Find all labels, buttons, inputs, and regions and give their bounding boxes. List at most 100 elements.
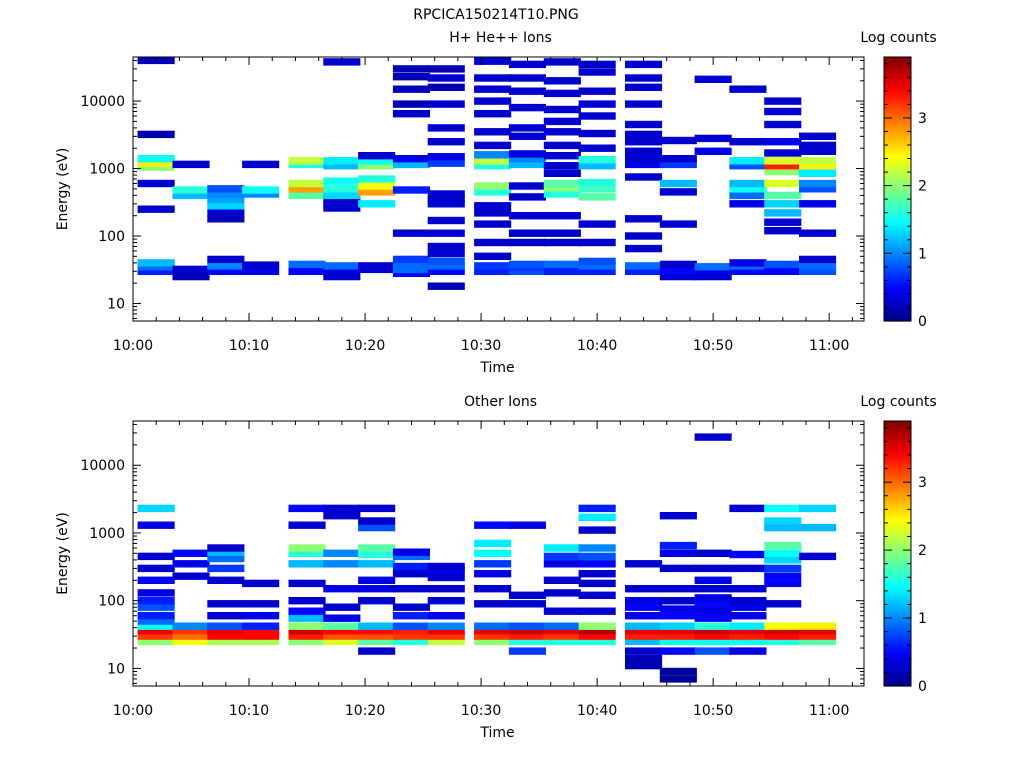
heatmap-cell — [729, 597, 767, 605]
colorbar-segment — [884, 85, 911, 89]
heatmap-cell — [799, 200, 837, 208]
heatmap-cell — [764, 267, 802, 275]
y-tick-label: 10 — [107, 296, 125, 312]
heatmap-cell — [207, 215, 245, 223]
colorbar-segment — [884, 215, 911, 219]
heatmap-cell — [358, 157, 396, 165]
colorbar-segment — [884, 114, 911, 117]
heatmap-cell — [508, 632, 546, 640]
heatmap-cell — [392, 73, 430, 81]
heatmap-cell — [392, 85, 430, 93]
heatmap-cell — [207, 548, 245, 556]
heatmap-cell — [729, 550, 767, 559]
colorbar-segment — [884, 263, 911, 267]
heatmap-cell — [659, 622, 697, 630]
colorbar-segment — [884, 175, 911, 179]
colorbar-segment — [884, 628, 911, 632]
heatmap-cell — [427, 100, 465, 108]
colorbar-segment — [884, 451, 911, 455]
heatmap-cell — [288, 544, 326, 552]
colorbar-segment — [884, 597, 911, 601]
colorbar-segment — [884, 259, 911, 263]
heatmap-cell — [474, 600, 512, 608]
heatmap-cell — [288, 504, 326, 513]
colorbar-segment — [884, 544, 911, 548]
colorbar-segment — [884, 511, 911, 515]
colorbar-segment — [884, 101, 911, 104]
heatmap-cell — [392, 585, 430, 593]
heatmap-cell — [694, 594, 732, 602]
colorbar-segment — [884, 657, 911, 661]
heatmap-cell — [799, 132, 837, 140]
heatmap-cell — [508, 132, 546, 140]
heatmap-cell — [764, 627, 802, 635]
heatmap-cell — [207, 255, 245, 264]
colorbar-segment — [884, 646, 911, 650]
heatmap-cell — [288, 637, 326, 646]
heatmap-cell — [207, 627, 245, 635]
heatmap-cell — [242, 267, 280, 275]
colorbar-segment — [884, 169, 911, 172]
colorbar-segment — [884, 310, 911, 313]
colorbar-segment — [884, 504, 911, 508]
heatmap-cell — [764, 517, 802, 525]
colorbar-segment — [884, 496, 911, 499]
heatmap-cell — [137, 637, 175, 646]
heatmap-cell — [242, 579, 280, 588]
heatmap-cell — [323, 185, 361, 193]
heatmap-cell — [392, 260, 430, 269]
heatmap-cell — [323, 622, 361, 630]
heatmap-cell — [172, 272, 210, 281]
heatmap-cell — [474, 220, 512, 228]
colorbar-segment — [884, 538, 911, 541]
colorbar-segment — [884, 633, 911, 636]
heatmap-cell — [288, 579, 326, 588]
colorbar-segment — [884, 679, 911, 683]
colorbar-segment — [884, 63, 911, 67]
colorbar-segment — [884, 584, 911, 588]
heatmap-cell — [474, 209, 512, 217]
heatmap-cell — [729, 564, 767, 573]
heatmap-cell — [474, 182, 512, 190]
heatmap-cell — [474, 637, 512, 646]
heatmap-cell — [392, 65, 430, 73]
colorbar-tick-label: 0 — [918, 314, 927, 330]
heatmap-cell — [729, 622, 767, 630]
heatmap-cell — [543, 589, 581, 597]
colorbar-segment — [884, 553, 911, 557]
colorbar-segment — [884, 527, 911, 530]
colorbar-segment — [884, 467, 911, 471]
heatmap-cell — [358, 200, 396, 208]
heatmap-cell — [764, 209, 802, 217]
colorbar-segment — [884, 153, 911, 157]
heatmap-cell — [578, 627, 616, 635]
heatmap-cell — [764, 622, 802, 630]
colorbar-segment — [884, 266, 911, 269]
heatmap-cell — [578, 267, 616, 275]
colorbar-segment — [884, 535, 911, 539]
heatmap-cell — [729, 200, 767, 208]
colorbar-segment — [884, 312, 911, 315]
heatmap-cell — [323, 195, 361, 203]
colorbar-segment — [884, 68, 911, 71]
heatmap-cell — [578, 68, 616, 76]
heatmap-cell — [392, 548, 430, 556]
heatmap-cell — [427, 573, 465, 582]
heatmap-cell — [207, 209, 245, 217]
colorbar-segment — [884, 566, 911, 570]
heatmap-cell — [392, 637, 430, 646]
heatmap-cell — [729, 504, 767, 513]
colorbar-segment — [884, 458, 911, 462]
heatmap-cell — [543, 58, 581, 66]
heatmap-cell — [172, 560, 210, 568]
colorbar-segment — [884, 274, 911, 278]
colorbar-segment — [884, 482, 911, 486]
heatmap-cell — [625, 267, 663, 275]
heatmap-cell — [543, 622, 581, 630]
heatmap-cell — [137, 155, 175, 163]
heatmap-cell — [474, 110, 512, 118]
colorbar: 0 1 2 3 Log counts — [860, 394, 936, 695]
heatmap-cell — [137, 259, 175, 267]
heatmap-cell — [172, 622, 210, 630]
